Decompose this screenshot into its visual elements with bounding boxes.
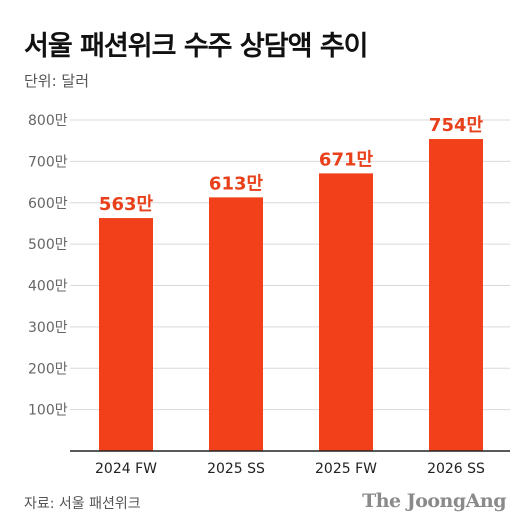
y-tick-label: 800만 bbox=[28, 113, 68, 129]
unit-label: 단위: 달러 bbox=[24, 72, 90, 90]
x-tick-label: 2025 FW bbox=[315, 461, 377, 477]
x-axis: 2024 FW 2025 SS 2025 FW 2026 SS bbox=[70, 450, 510, 477]
y-tick-label: 100만 bbox=[28, 403, 68, 419]
y-tick-label: 200만 bbox=[28, 361, 68, 377]
bar-value-label: 613만 bbox=[209, 173, 264, 194]
y-tick-label: 400만 bbox=[28, 279, 68, 295]
bar bbox=[429, 139, 483, 451]
bar-value-label: 754만 bbox=[429, 115, 484, 136]
bars bbox=[99, 139, 483, 451]
y-tick-label: 300만 bbox=[28, 320, 68, 336]
source-note: 자료: 서울 패션위크 bbox=[24, 496, 141, 512]
y-axis-ticks: 100만 200만 300만 400만 500만 600만 700만 800만 bbox=[28, 113, 68, 419]
x-tick-label: 2024 FW bbox=[95, 461, 157, 477]
bar bbox=[209, 197, 263, 451]
x-tick-label: 2025 SS bbox=[207, 461, 265, 477]
y-tick-label: 500만 bbox=[28, 237, 68, 253]
y-tick-label: 700만 bbox=[28, 154, 68, 170]
bar-value-label: 563만 bbox=[99, 194, 154, 215]
chart-title: 서울 패션위크 수주 상담액 추이 bbox=[24, 31, 369, 62]
bar bbox=[99, 218, 153, 451]
bar-value-label: 671만 bbox=[319, 149, 374, 170]
value-labels: 563만 613만 671만 754만 bbox=[99, 115, 484, 215]
x-tick-label: 2026 SS bbox=[427, 461, 485, 477]
bar bbox=[319, 173, 373, 451]
brand-logo: The JoongAng bbox=[362, 490, 506, 512]
y-tick-label: 600만 bbox=[28, 196, 68, 212]
